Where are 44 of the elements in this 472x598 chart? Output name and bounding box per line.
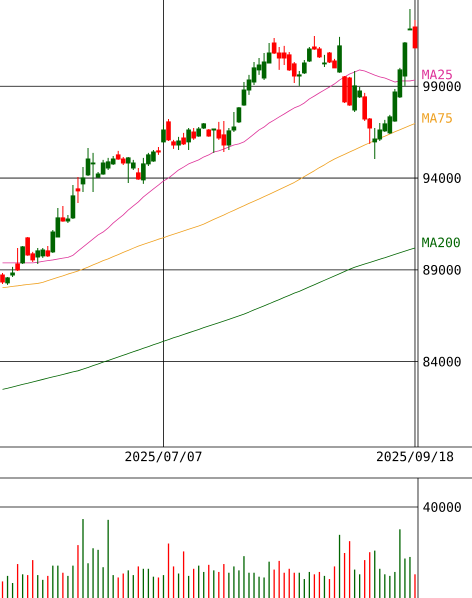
series-label: MA25 xyxy=(422,70,452,80)
candlestick xyxy=(15,248,20,272)
candlestick xyxy=(337,36,342,74)
candlestick xyxy=(181,132,186,146)
candlestick xyxy=(186,127,191,150)
candlestick xyxy=(408,8,412,30)
x-tick-label: 2025/07/07 xyxy=(125,452,202,462)
candlestick xyxy=(76,176,80,204)
candlestick xyxy=(211,128,216,154)
candlestick xyxy=(5,276,10,286)
candlestick xyxy=(296,70,302,86)
candlestick xyxy=(66,214,70,224)
candlestick xyxy=(166,118,171,142)
candlestick xyxy=(20,245,25,264)
candlestick xyxy=(80,166,86,193)
y-tick-label: 94000 xyxy=(423,173,461,183)
candlestick xyxy=(302,60,307,74)
candlestick xyxy=(191,127,196,140)
candlestick xyxy=(206,128,212,138)
candlestick xyxy=(161,124,166,144)
y-tick-label: 99000 xyxy=(423,81,461,92)
candlestick xyxy=(136,167,141,180)
candlestick xyxy=(171,139,176,150)
candlestick xyxy=(196,126,201,138)
y-tick-label: 84000 xyxy=(423,356,461,367)
candlestick xyxy=(232,111,236,132)
candlestick xyxy=(60,205,66,222)
candlestick xyxy=(45,245,50,258)
x-tick-label: 2025/09/18 xyxy=(376,452,454,462)
candlestick xyxy=(322,54,327,68)
text: 40000 xyxy=(423,502,461,512)
candlestick xyxy=(176,136,181,150)
y-tick-label: 89000 xyxy=(423,264,461,275)
candlestick xyxy=(226,127,232,150)
candlestick xyxy=(70,184,76,220)
candlestick xyxy=(412,20,418,48)
series-label: MA75 xyxy=(422,113,452,123)
candlestick xyxy=(307,46,312,63)
candlestick xyxy=(156,146,161,156)
candlestick xyxy=(236,106,242,124)
candlestick xyxy=(0,272,5,284)
candlestick xyxy=(10,266,15,278)
series-label: MA200 xyxy=(422,238,460,248)
candlestick xyxy=(201,122,206,130)
